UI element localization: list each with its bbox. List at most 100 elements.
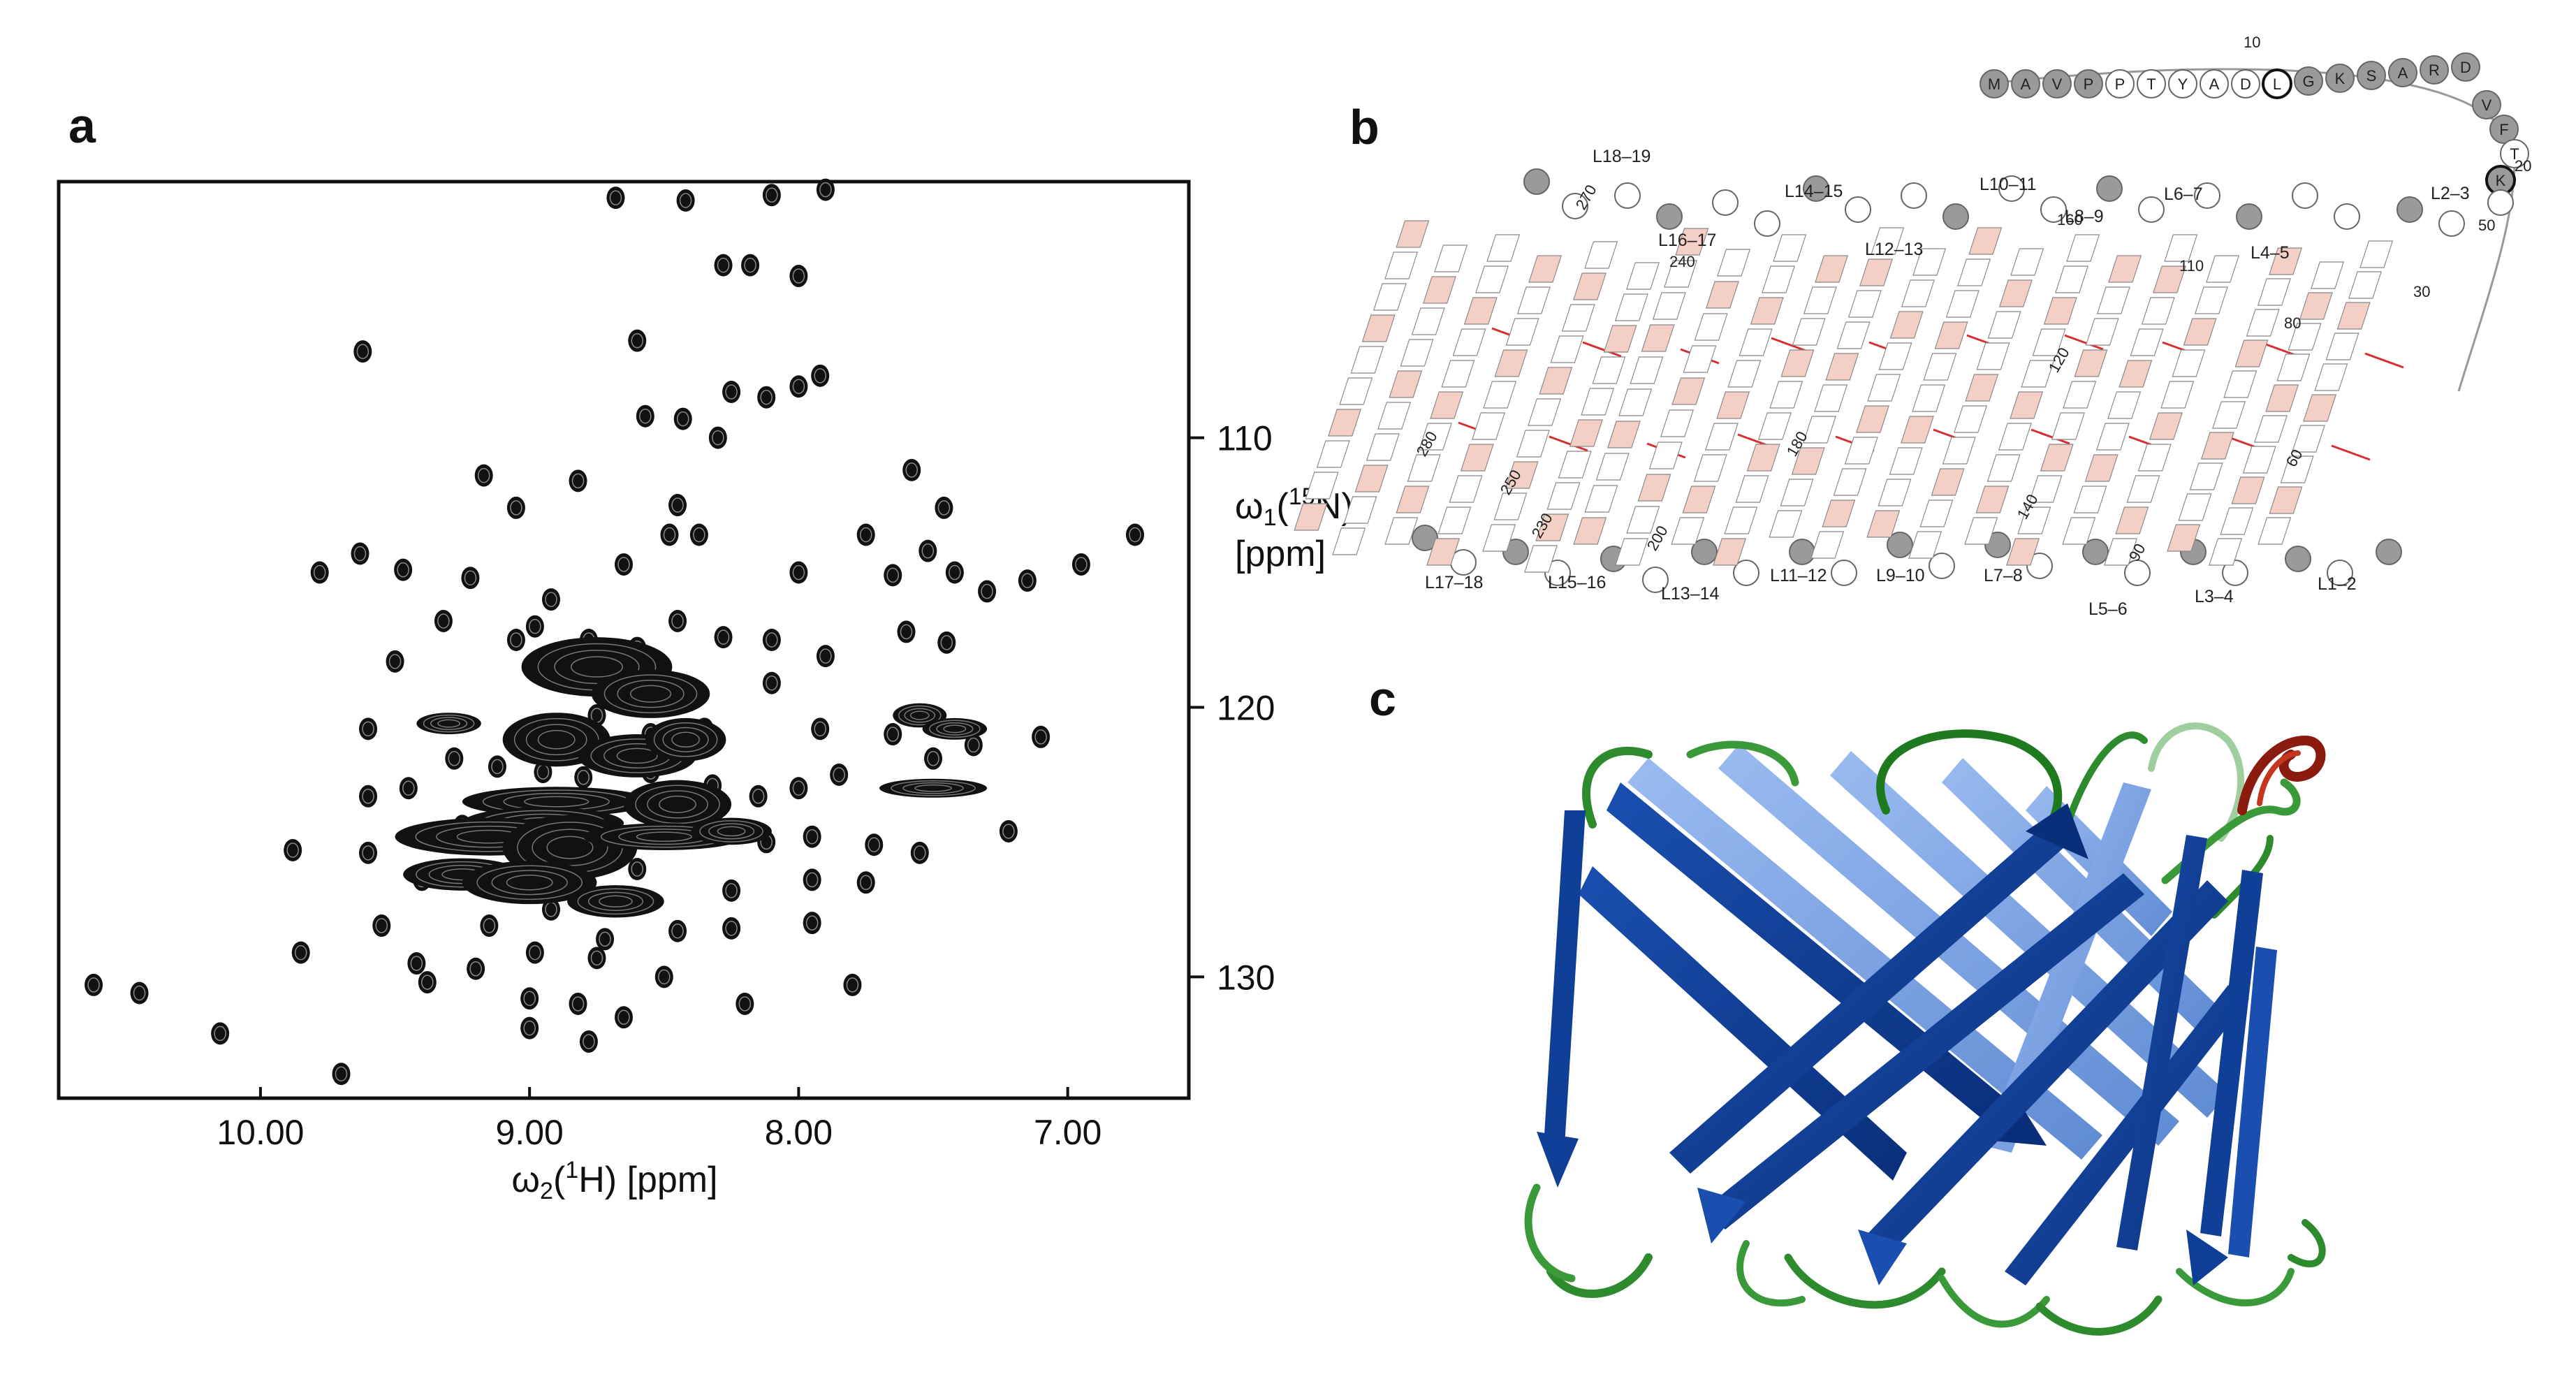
nmr-peak [789, 777, 808, 800]
nmr-peak [85, 973, 103, 996]
residue-letter: K [2496, 172, 2506, 189]
residue-letter: K [2335, 70, 2346, 87]
nmr-peak [803, 868, 821, 891]
residue-number: 110 [2179, 257, 2204, 275]
loop [1546, 1253, 1653, 1298]
nmr-peak [569, 469, 587, 493]
sheet-strand [2167, 196, 2423, 572]
nmr-peak [359, 785, 378, 808]
nmr-peak [541, 588, 560, 611]
nmr-peak [803, 825, 821, 848]
nmr-peak [865, 833, 884, 856]
nmr-peak [480, 914, 499, 938]
sheet-strand [2062, 182, 2318, 565]
panel-b-label: b [1349, 100, 1380, 154]
loop [1582, 747, 1653, 829]
nmr-peak [757, 386, 776, 409]
nmr-peak [569, 992, 587, 1015]
nmr-peak [897, 620, 916, 643]
loop-label: L17–18 [1425, 573, 1483, 592]
loop [2035, 1295, 2162, 1336]
sheet-strand [1294, 168, 1550, 551]
nmr-peak [830, 763, 849, 786]
loop [2288, 1219, 2326, 1268]
sheet-strand [1713, 203, 1969, 586]
residue-letter: T [2510, 145, 2519, 163]
loop-label: L2–3 [2431, 184, 2470, 203]
helix-highlight [2257, 750, 2301, 806]
nmr-peak [461, 567, 480, 590]
residue-circle: P [2105, 69, 2135, 99]
nmr-peak [910, 841, 929, 864]
residue-letter: D [2460, 59, 2471, 76]
residue-circle: F [2489, 115, 2519, 144]
residue-circle: G [2294, 66, 2323, 96]
loop-label: L16–17 [1658, 231, 1716, 250]
nmr-peak [708, 426, 727, 449]
nmr-peak-cluster [922, 717, 988, 740]
nmr-peak [353, 340, 372, 363]
residue-number: 50 [2478, 217, 2495, 234]
residue-number: 160 [2057, 211, 2083, 228]
nmr-peak [284, 838, 302, 861]
nmr-peak [843, 973, 862, 996]
loop-label: L15–16 [1548, 573, 1606, 592]
strand-arrowhead [1858, 1230, 1907, 1285]
nmr-peak [615, 1006, 633, 1029]
nmr-peak [902, 458, 921, 481]
strand-front [1865, 880, 2228, 1257]
loop-label: L10–11 [1979, 175, 2037, 194]
nmr-peak [351, 542, 369, 565]
loop-label: L9–10 [1876, 566, 1925, 585]
strand-back [1984, 782, 2151, 1153]
loop [1736, 1240, 1806, 1307]
nmr-peak [789, 375, 808, 398]
x-tick-label: 7.00 [1034, 1113, 1102, 1152]
hsqc-spectrum: 10.00 9.00 8.00 7.00 110 120 130 ω2(1H) [ppm]… [57, 178, 1354, 1204]
residue-letter: A [2209, 75, 2220, 93]
strand-arrowhead [1697, 1188, 1746, 1243]
sheet-strand [1866, 175, 2123, 558]
nmr-peak [636, 404, 654, 428]
nmr-peak-cluster [591, 669, 710, 718]
residue-letter: T [2146, 75, 2156, 93]
loop [1784, 1253, 1946, 1309]
panel-a-label: a [68, 99, 96, 153]
strand-arrowhead [2026, 803, 2088, 859]
nmr-peak-cluster [624, 780, 732, 829]
residue-letter: M [1988, 75, 2000, 93]
nmr-peak [211, 1022, 230, 1045]
loop-label: L14–15 [1785, 182, 1843, 201]
loop-label: L18–19 [1593, 147, 1651, 166]
strand-front [2228, 947, 2277, 1257]
residue-letter: A [2021, 75, 2031, 93]
nmr-peak [762, 671, 781, 694]
nmr-peak [789, 561, 808, 584]
helix [2237, 735, 2326, 815]
loop-labels-bottom: L17–18 L15–16 L13–14 L11–12 L9–10 L7–8 L… [1425, 566, 2357, 619]
residue-letter: P [2084, 75, 2094, 93]
nmr-peak [736, 992, 754, 1015]
nmr-peak [856, 871, 875, 894]
nmr-peak [332, 1063, 351, 1086]
nmr-peak [676, 189, 695, 212]
residue-letter: L [2273, 75, 2281, 93]
nmr-peak [506, 496, 525, 519]
nmr-peak [628, 858, 647, 880]
nmr-peak [525, 941, 544, 964]
nmr-peak-cluster [645, 717, 726, 761]
nmr-peak [310, 561, 329, 584]
residue-circle: T [2137, 69, 2166, 99]
nmr-peak [884, 723, 902, 746]
nmr-peak [372, 914, 391, 938]
residue-circle: D [2231, 69, 2260, 99]
nmr-peak [714, 254, 733, 277]
x-tick-label: 10.00 [217, 1113, 304, 1152]
front-strands [1537, 782, 2277, 1285]
nmr-peak [762, 184, 781, 207]
residue-circle: A [2388, 58, 2417, 87]
sheet-strand [1573, 175, 1829, 565]
nmr-peak [574, 766, 593, 789]
nmr-peak [291, 941, 310, 964]
nmr-peak [668, 609, 687, 632]
